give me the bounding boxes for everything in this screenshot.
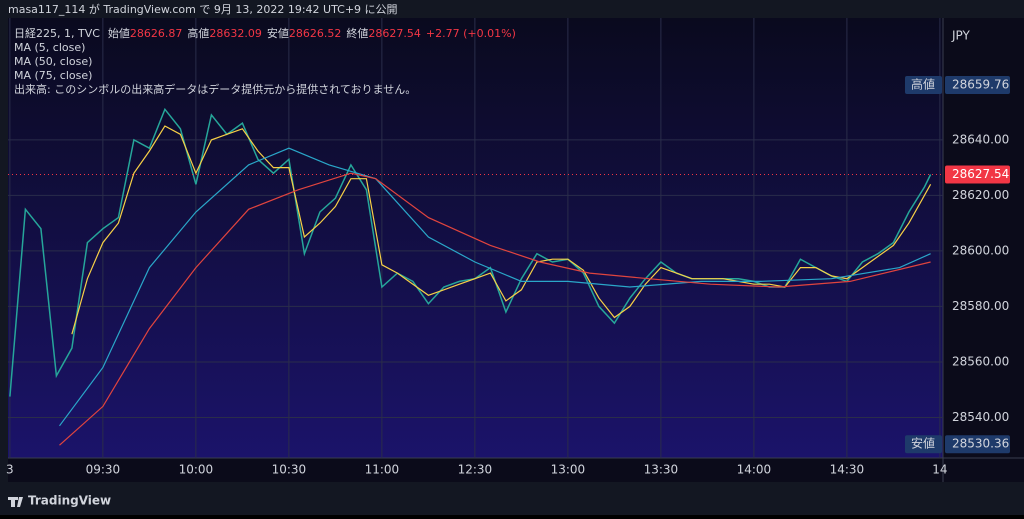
header-text: masa117_114 が TradingView.com で 9月 13, 2… [8, 2, 398, 16]
ohlc-label: 終値 [346, 26, 368, 40]
ohlc-label: 安値 [267, 26, 289, 40]
ohlc-value: 28626.52 [289, 27, 342, 40]
series-line [71, 125, 932, 335]
x-tick-label: 11:00 [365, 463, 400, 477]
series-line [59, 147, 931, 427]
x-tick-label: 09:30 [86, 463, 121, 477]
marker-tag-box [905, 76, 942, 95]
ohlc-value: 28627.54 [368, 27, 421, 40]
x-tick-label: 14:30 [830, 463, 865, 477]
x-tick-label: 3 [6, 463, 14, 477]
time-axis [8, 458, 1024, 482]
y-tick-label: 28640.00 [952, 132, 1009, 146]
marker-value-box [945, 76, 1010, 95]
marker-tag: 安値 [911, 436, 935, 451]
marker-tag: 高値 [911, 77, 935, 92]
legend-title: 日経225, 1, TVC [14, 27, 100, 40]
y-tick-label: 28600.00 [952, 243, 1009, 257]
logo-icon [8, 497, 23, 507]
legend-entry: MA (50, close) [14, 55, 92, 68]
volume-note: 出来高: このシンボルの出来高データはデータ提供元から提供されておりません。 [14, 82, 416, 96]
last-price-box [945, 165, 1010, 184]
ohlc-label: 始値 [108, 26, 130, 40]
marker-value-box [945, 435, 1010, 454]
y-tick-label: 28620.00 [952, 188, 1009, 202]
marker-value: 28530.36 [952, 437, 1009, 451]
x-tick-label: 10:00 [179, 463, 214, 477]
legend-entry: MA (5, close) [14, 41, 85, 54]
x-tick-label: 13:30 [644, 463, 679, 477]
legend: 日経225, 1, TVC 始値 28626.87 高値 28632.09 安値 28626… [14, 26, 516, 96]
x-tick-label: 14 [932, 463, 947, 477]
x-tick-label: 10:30 [272, 463, 307, 477]
x-tick-label: 14:00 [737, 463, 772, 477]
legend-entry: MA (75, close) [14, 69, 92, 82]
ohlc-value: 28632.09 [209, 27, 262, 40]
y-tick-label: 28580.00 [952, 299, 1009, 313]
change: +2.77 (+0.01%) [426, 27, 516, 40]
footer-logo: TradingView [28, 494, 111, 508]
marker-tag-box [905, 435, 942, 454]
y-tick-label: 28540.00 [952, 410, 1009, 424]
series-line [59, 172, 931, 446]
ohlc-label: 高値 [187, 26, 209, 40]
plot [8, 18, 943, 458]
last-price-label: 28627.54 [952, 167, 1009, 181]
currency: JPY [951, 29, 971, 43]
plot-area [8, 18, 943, 458]
marker-value: 28659.76 [952, 78, 1009, 92]
ohlc-value: 28626.87 [130, 27, 183, 40]
y-tick-label: 28560.00 [952, 354, 1009, 368]
x-tick-label: 12:30 [458, 463, 493, 477]
x-tick-label: 13:00 [551, 463, 586, 477]
